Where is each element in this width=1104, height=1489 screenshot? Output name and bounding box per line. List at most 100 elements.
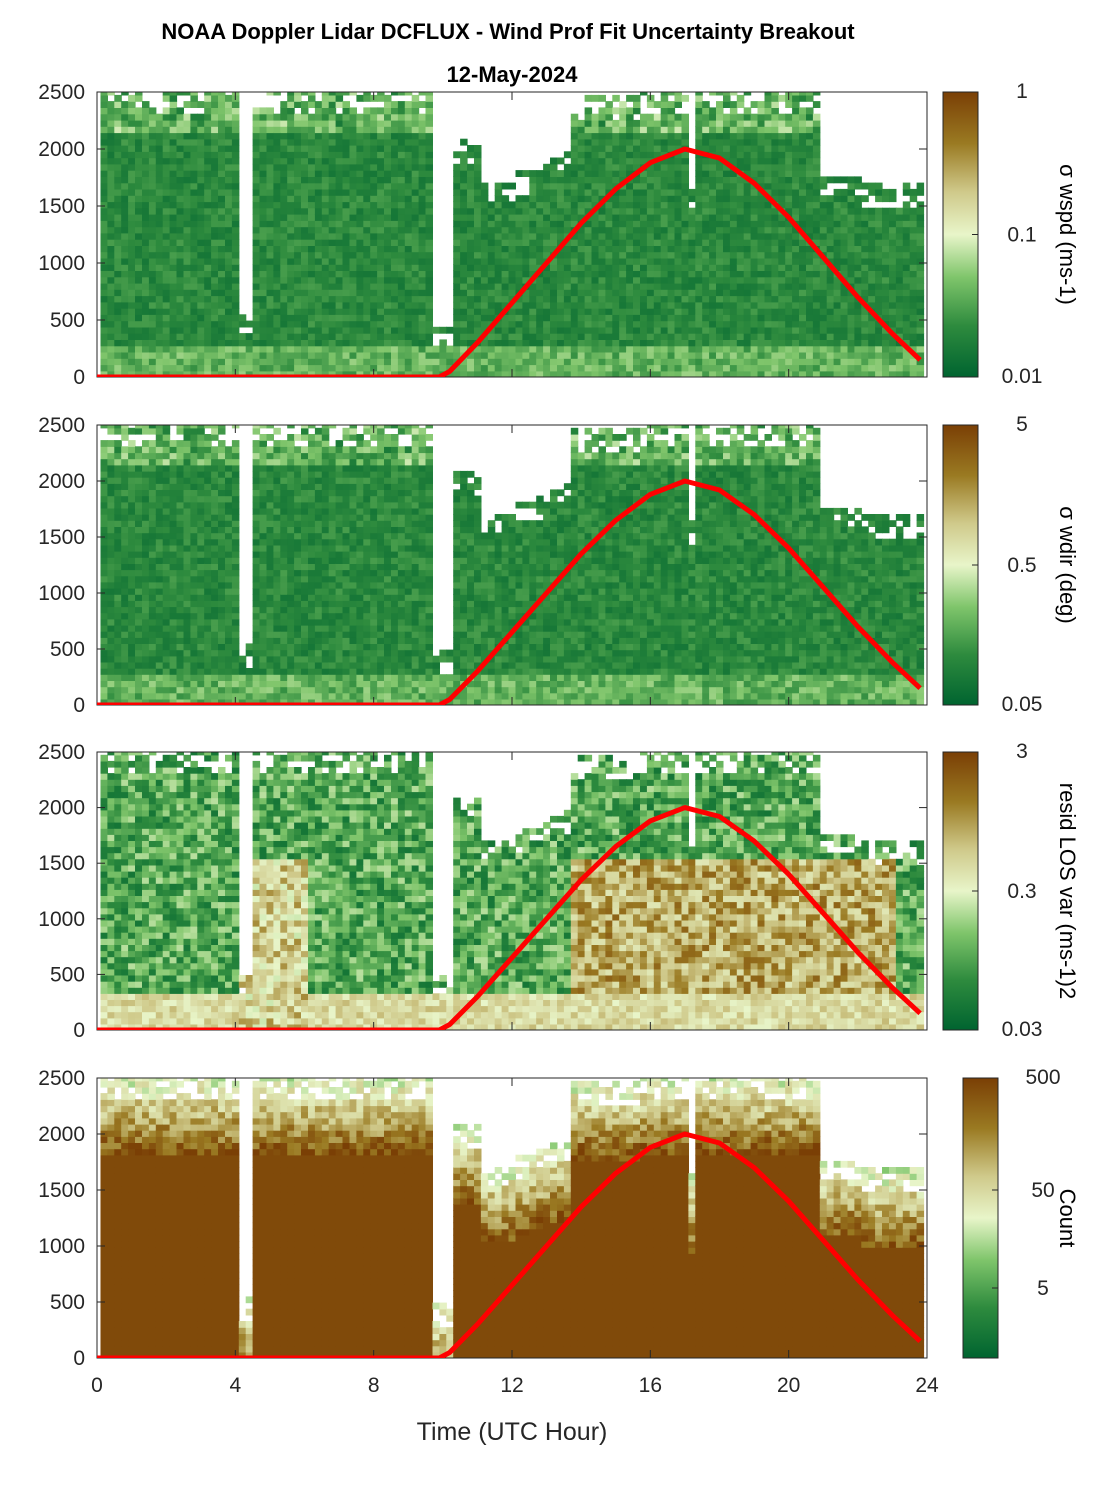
heatmap-cell [162,138,171,146]
heatmap-cell [411,308,420,315]
heatmap-cell [155,364,164,372]
heatmap-cell [301,207,309,215]
heatmap-cell [225,314,233,322]
heatmap-cell [225,326,233,334]
heatmap-cell [806,126,814,134]
heatmap-cell [460,170,468,177]
heatmap-cell [702,251,710,259]
heatmap-cell [487,239,496,246]
heatmap-cell [799,201,807,209]
heatmap-cell [391,201,399,209]
heatmap-cell [695,339,703,347]
heatmap-cell [321,157,330,165]
heatmap-cell [225,301,233,309]
heatmap-cell [418,257,427,265]
heatmap-cell [633,295,641,303]
heatmap-cell [681,364,689,372]
heatmap-cell [529,314,537,322]
heatmap-cell [771,220,779,228]
heatmap-cell [211,170,219,177]
heatmap-cell [342,101,350,108]
heatmap-cell [619,151,627,159]
heatmap-cell [812,364,821,372]
heatmap-cell [660,270,669,278]
heatmap-cell [619,113,627,121]
heatmap-cell [619,251,627,259]
heatmap-cell [681,282,689,290]
heatmap-cell [861,195,869,203]
heatmap-cell [660,182,669,190]
heatmap-cell [529,257,537,265]
heatmap-cell [148,308,157,315]
heatmap-cell [169,214,178,221]
heatmap-cell [238,339,247,347]
heatmap-cell [169,207,178,215]
heatmap-cell [729,232,738,240]
heatmap-cell [107,289,115,297]
heatmap-cell [370,214,378,221]
heatmap-cell [128,214,136,221]
heatmap-cell [432,358,440,366]
heatmap-cell [474,301,482,309]
heatmap-cell [335,195,344,203]
heatmap-cell [515,326,523,334]
heatmap-cell [121,339,129,347]
heatmap-cell [515,320,523,328]
heatmap-cell [204,195,212,203]
heatmap-cell [612,119,620,127]
heatmap-cell [162,364,171,372]
heatmap-cell [259,138,267,146]
heatmap-cell [840,176,848,184]
heatmap-cell [882,264,890,271]
heatmap-cell [107,119,115,127]
heatmap-cell [280,176,288,184]
heatmap-cell [716,119,724,127]
heatmap-cell [536,207,544,215]
heatmap-cell [916,345,925,353]
heatmap-cell [100,151,108,159]
heatmap-cell [806,132,814,140]
heatmap-cell [148,201,157,209]
heatmap-cell [584,145,593,152]
heatmap-cell [729,358,738,366]
heatmap-cell [225,126,233,134]
heatmap-cell [121,276,129,284]
heatmap-cell [819,351,828,359]
heatmap-cell [204,138,212,146]
heatmap-cell [404,339,413,347]
heatmap-cell [287,151,295,159]
heatmap-cell [515,220,523,228]
heatmap-cell [723,358,731,366]
heatmap-cell [100,606,108,614]
heatmap-cell [480,232,489,240]
heatmap-cell [764,282,772,290]
heatmap-cell [135,643,143,651]
heatmap-cell [121,132,129,140]
heatmap-cell [384,358,392,366]
heatmap-cell [598,245,606,253]
heatmap-cell [709,176,717,184]
heatmap-cell [474,220,482,228]
heatmap-cell [100,289,108,297]
heatmap-cell [301,232,309,240]
heatmap-cell [135,557,143,564]
heatmap-cell [128,364,136,372]
heatmap-cell [114,214,122,221]
heatmap-cell [757,176,765,184]
heatmap-cell [494,326,503,334]
heatmap-cell [695,333,703,340]
heatmap-cell [183,119,191,127]
heatmap-cell [121,655,129,663]
heatmap-cell [128,606,136,614]
heatmap-cell [453,282,461,290]
heatmap-cell [266,163,274,171]
heatmap-cell [301,101,309,108]
heatmap-cell [453,270,461,278]
heatmap-cell [460,176,468,184]
heatmap-cell [909,257,918,265]
heatmap-cell [169,195,178,203]
heatmap-cell [584,176,593,184]
heatmap-cell [121,320,129,328]
heatmap-cell [135,92,143,96]
heatmap-cell [397,126,406,134]
